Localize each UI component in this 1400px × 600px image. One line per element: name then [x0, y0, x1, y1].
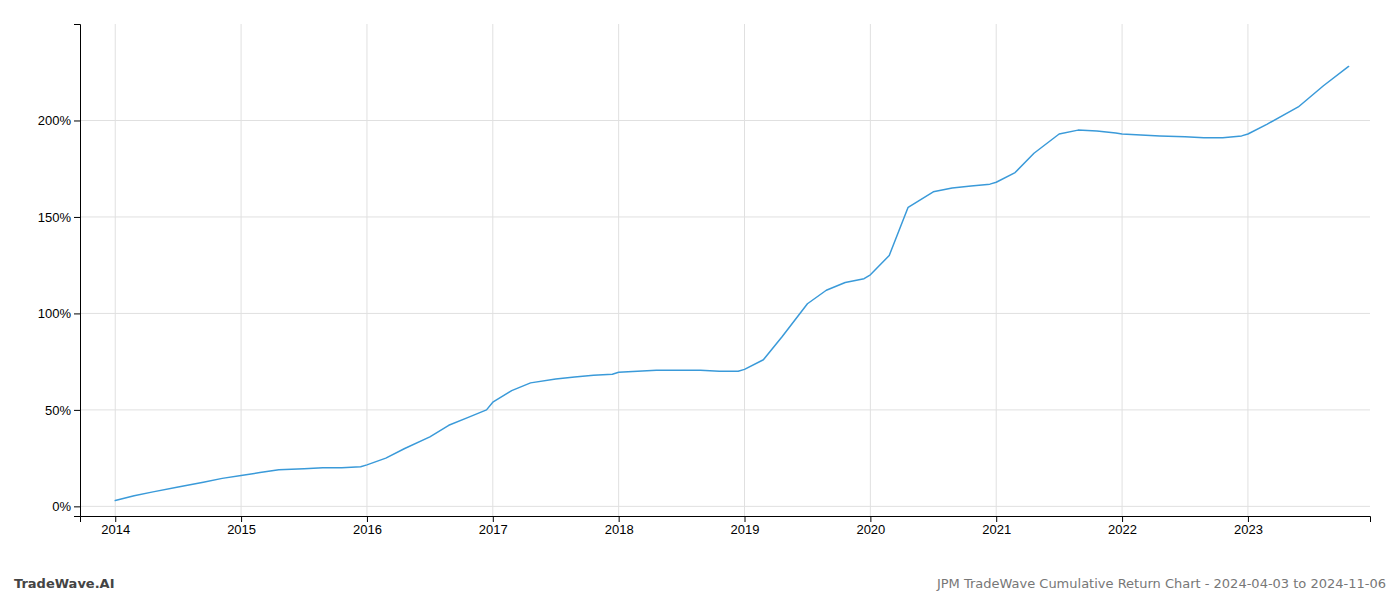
- x-grid-line: [1247, 24, 1248, 516]
- y-grid-line: [80, 506, 1370, 507]
- x-tick: 2019: [731, 516, 760, 537]
- x-grid-line: [618, 24, 619, 516]
- x-tick: 2021: [982, 516, 1011, 537]
- x-tick: 2023: [1234, 516, 1263, 537]
- x-tick: 2022: [1108, 516, 1137, 537]
- data-line: [115, 66, 1348, 500]
- x-tick: 2015: [227, 516, 256, 537]
- x-tick-mark: [870, 516, 871, 522]
- x-tick-mark: [493, 516, 494, 522]
- x-tick-mark: [367, 516, 368, 522]
- x-grid-line: [1122, 24, 1123, 516]
- x-tick: 2018: [605, 516, 634, 537]
- x-tick-label: 2018: [605, 522, 634, 537]
- x-tick-label: 2022: [1108, 522, 1137, 537]
- x-tick-mark: [1248, 516, 1249, 522]
- footer-left: TradeWave.AI: [14, 576, 115, 591]
- y-tick-mark: [74, 217, 80, 218]
- x-grid-line: [996, 24, 997, 516]
- x-tick: 2017: [479, 516, 508, 537]
- chart: 2014 2015 2016 2017 2018 2019 2020 2021 2022 2023…: [0, 0, 1400, 600]
- x-grid-line: [870, 24, 871, 516]
- x-tick-label: 2019: [731, 522, 760, 537]
- y-tick-label: 50%: [45, 403, 71, 418]
- footer-right: JPM TradeWave Cumulative Return Chart - …: [936, 576, 1386, 591]
- y-axis: 0% 50% 100% 150% 200%: [38, 25, 81, 517]
- x-tick-mark: [1122, 516, 1123, 522]
- x-axis-line: [81, 517, 1371, 523]
- x-tick-label: 2016: [353, 522, 382, 537]
- x-tick-label: 2020: [856, 522, 885, 537]
- y-grid-line: [80, 409, 1370, 410]
- y-axis-line: [74, 25, 81, 517]
- x-tick: 2020: [856, 516, 885, 537]
- y-grid-line: [80, 216, 1370, 217]
- x-grid-line: [744, 24, 745, 516]
- y-tick: 200%: [38, 113, 80, 128]
- y-tick-mark: [74, 313, 80, 314]
- x-tick: 2016: [353, 516, 382, 537]
- y-tick: 50%: [45, 403, 80, 418]
- y-tick-mark: [74, 506, 80, 507]
- plot-area: [115, 66, 1348, 500]
- y-tick: 150%: [38, 210, 80, 225]
- x-tick-mark: [619, 516, 620, 522]
- x-tick-mark: [745, 516, 746, 522]
- y-tick-mark: [74, 120, 80, 121]
- x-grid-line: [241, 24, 242, 516]
- x-grid-line: [115, 24, 116, 516]
- x-grid-line: [366, 24, 367, 516]
- x-tick-label: 2017: [479, 522, 508, 537]
- x-tick-mark: [241, 516, 242, 522]
- y-grid-line: [80, 313, 1370, 314]
- x-tick-label: 2015: [227, 522, 256, 537]
- y-tick-label: 150%: [38, 210, 72, 225]
- x-axis: 2014 2015 2016 2017 2018 2019 2020 2021 2022 2023: [81, 516, 1371, 537]
- x-tick-mark: [996, 516, 997, 522]
- y-tick-label: 200%: [38, 113, 72, 128]
- y-grid-line: [80, 120, 1370, 121]
- x-tick-label: 2014: [101, 522, 130, 537]
- y-tick: 100%: [38, 306, 80, 321]
- grid: [80, 24, 1370, 516]
- x-grid-line: [492, 24, 493, 516]
- y-tick-label: 100%: [38, 306, 72, 321]
- x-tick-mark: [115, 516, 116, 522]
- y-tick-mark: [74, 410, 80, 411]
- annotations: TradeWave.AI JPM TradeWave Cumulative Ret…: [14, 576, 1386, 591]
- x-tick-label: 2023: [1234, 522, 1263, 537]
- x-tick: 2014: [101, 516, 130, 537]
- x-tick-label: 2021: [982, 522, 1011, 537]
- y-tick-label: 0%: [52, 499, 71, 514]
- y-tick: 0%: [52, 499, 80, 514]
